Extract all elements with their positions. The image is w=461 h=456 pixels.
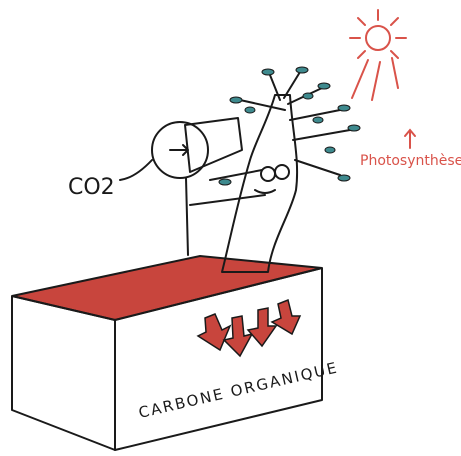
gauge-stick [186,178,188,255]
gauge-needle [170,145,188,155]
photo-arrow [405,130,415,148]
tree-branches [190,72,350,205]
illustration: CO2 Photosynthèse CARBONE ORGANIQUE [0,0,461,456]
sun [366,26,390,50]
page: {"labels": {"co2": "CO2", "photosynthesi… [0,0,461,456]
co2-pointer [120,160,152,180]
leaves [219,67,360,185]
photosynthesis-label: Photosynthèse [360,153,461,169]
tree-trunk [222,95,297,272]
box-top [12,256,322,320]
tree-face [255,165,289,193]
sun-rays [350,10,406,100]
box-label: CARBONE ORGANIQUE [137,358,340,422]
box-left-face [12,296,115,450]
co2-label: CO2 [68,175,115,200]
down-arrows [198,300,300,356]
